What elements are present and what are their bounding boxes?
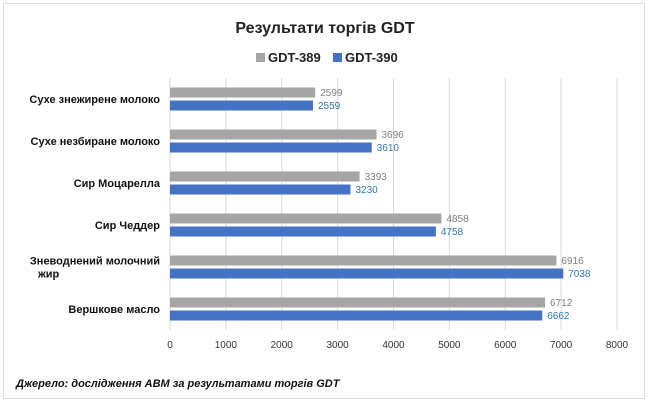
x-tick-label: 3000 <box>327 340 350 351</box>
data-label: 4858 <box>446 214 469 225</box>
data-label: 2559 <box>318 101 341 112</box>
data-label: 3610 <box>377 143 400 154</box>
legend-label-gdt-389: GDT-389 <box>268 50 321 65</box>
bar-gdt-389 <box>170 87 316 98</box>
x-tick-label: 7000 <box>550 340 573 351</box>
data-label: 6662 <box>547 311 570 322</box>
bars <box>170 87 564 321</box>
data-label: 6712 <box>550 298 573 309</box>
legend-label-gdt-390: GDT-390 <box>345 50 398 65</box>
legend-swatch-gdt-390 <box>333 53 342 62</box>
category-label: Сир Моцарелла <box>74 178 161 190</box>
bar-gdt-389 <box>170 255 557 266</box>
x-tick-label: 5000 <box>438 340 461 351</box>
bar-gdt-389 <box>170 129 377 140</box>
bar-gdt-390 <box>170 100 313 111</box>
bar-gdt-390 <box>170 226 436 237</box>
x-tick-label: 6000 <box>494 340 517 351</box>
x-tick-label: 8000 <box>606 340 629 351</box>
bar-gdt-390 <box>170 268 564 279</box>
x-tick-label: 0 <box>167 340 173 351</box>
category-label: Сухе незбиране молоко <box>31 136 161 148</box>
x-tick-label: 1000 <box>215 340 238 351</box>
bar-gdt-390 <box>170 310 543 321</box>
bar-gdt-390 <box>170 142 372 153</box>
chart-frame <box>3 3 645 399</box>
category-label: Сир Чеддер <box>95 220 160 232</box>
bar-gdt-390 <box>170 184 351 195</box>
data-label: 3393 <box>365 172 388 183</box>
chart-title: Результати торгів GDT <box>235 20 414 37</box>
x-axis-ticks: 0 1000 2000 3000 4000 5000 6000 7000 8000 <box>167 340 628 351</box>
data-label: 3230 <box>355 185 378 196</box>
data-label: 4758 <box>441 227 464 238</box>
category-labels: Сухе знежирене молоко Сухе незбиране моло… <box>29 94 160 316</box>
legend-swatch-gdt-389 <box>256 53 265 62</box>
category-label: Сухе знежирене молоко <box>29 94 160 106</box>
x-tick-label: 4000 <box>382 340 405 351</box>
bar-gdt-389 <box>170 171 360 182</box>
gridlines <box>169 78 618 330</box>
data-label: 2599 <box>320 88 343 99</box>
bar-gdt-389 <box>170 213 442 224</box>
bar-gdt-389 <box>170 297 546 308</box>
category-label: Зневоднений молочний жир <box>30 256 160 281</box>
data-label: 6916 <box>561 256 584 267</box>
value-labels: 2599 2559 3696 3610 3393 3230 4858 4758 6916 7038… <box>318 88 591 322</box>
data-label: 7038 <box>568 269 591 280</box>
data-label: 3696 <box>382 130 405 141</box>
legend: GDT-389 GDT-390 <box>256 50 398 65</box>
category-label: Вершкове масло <box>68 304 160 316</box>
source-note: Джерело: дослідження АВМ за результатами… <box>15 378 341 390</box>
x-tick-label: 2000 <box>271 340 294 351</box>
